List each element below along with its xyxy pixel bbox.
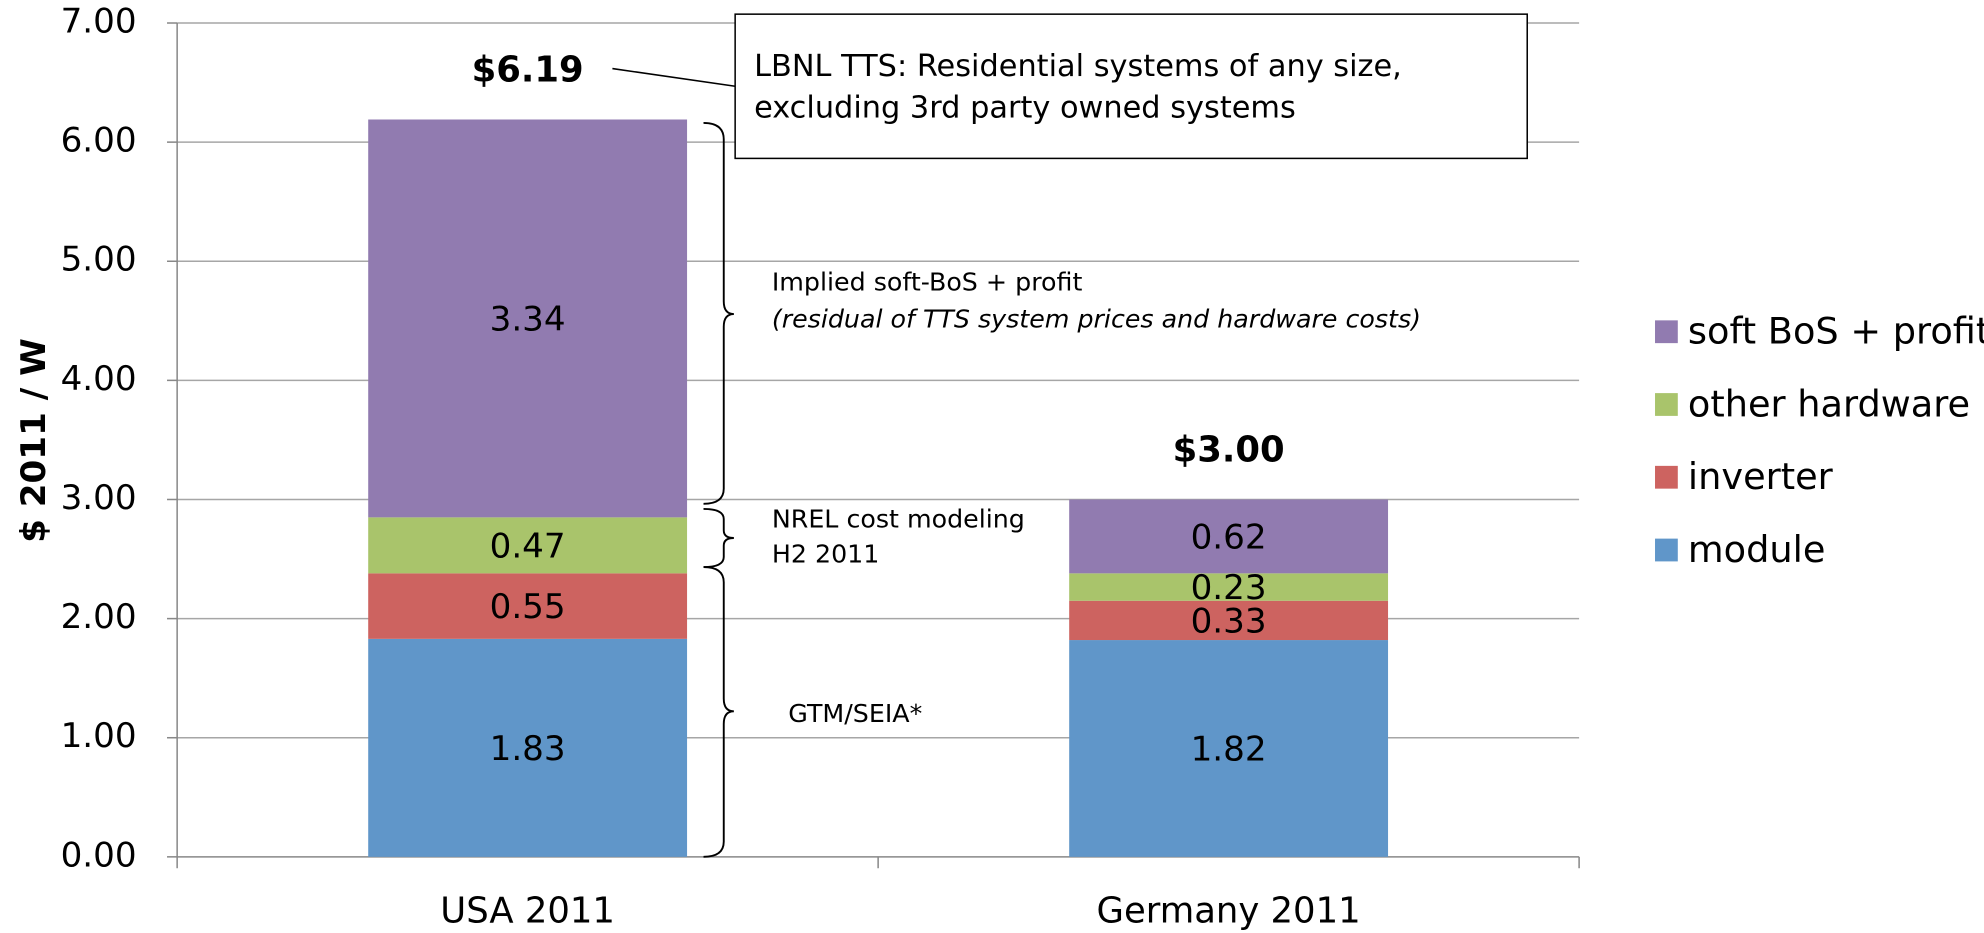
data-label: 3.34 [490,299,566,339]
annotation: GTM/SEIA* [788,699,922,728]
brace [703,507,734,569]
x-tick-label: USA 2011 [440,891,615,932]
y-tick-label: 6.00 [61,121,137,161]
bar-segment [1069,640,1389,857]
legend-label: other hardware [1688,382,1970,425]
legend-swatch [1655,393,1678,416]
bar-segment [368,573,688,639]
bar-segment [1069,600,1389,641]
callout-box [734,13,1528,160]
bars [368,119,1389,857]
data-label: 0.23 [1191,568,1267,608]
x-tick-label: Germany 2011 [1097,891,1361,932]
total-label: $6.19 [472,49,584,90]
bar-segment [1069,573,1389,601]
y-tick-label: 7.00 [61,2,137,42]
legend-label: module [1688,528,1826,571]
annotation: (residual of TTS system prices and hardw… [772,304,1421,333]
annotation: NREL cost modeling [772,504,1025,533]
brace [703,566,734,858]
y-tick-label: 5.00 [61,240,137,280]
y-tick-label: 1.00 [61,716,137,756]
brace [703,122,734,505]
y-tick-label: 2.00 [61,597,137,637]
legend: module inverter other hardware soft BoS + p… [1655,310,1984,571]
legend-label: inverter [1688,455,1834,498]
callout-line [612,67,736,88]
y-tick-label: 3.00 [61,478,137,518]
bar-segment [368,119,688,518]
data-label: 1.82 [1191,729,1267,769]
labels: 0.00 1.00 2.00 3.00 4.00 5.00 6.00 7.00 USA 2011… [61,2,1361,932]
y-axis-label: $ 2011 / W [14,338,54,543]
data-label: 0.47 [490,526,566,566]
total-label: $3.00 [1173,429,1285,470]
data-label: 0.55 [490,587,566,627]
data-label: 1.83 [490,729,566,769]
callout-text: LBNL TTS: Residential systems of any siz… [754,49,1402,84]
annotation: H2 2011 [772,540,880,569]
callout-text: excluding 3rd party owned systems [754,91,1296,126]
data-label: 0.62 [1191,517,1267,557]
legend-swatch [1655,465,1678,489]
data-label: 0.33 [1191,601,1267,641]
legend-label: soft BoS + profit [1688,310,1984,353]
y-tick-label: 4.00 [61,359,137,399]
legend-swatch [1655,320,1678,344]
y-tick-label: 0.00 [61,835,137,875]
legend-swatch [1655,538,1678,562]
bar-segment [368,638,688,857]
bar-segment [1069,499,1389,574]
annotation: Implied soft-BoS + profit [772,268,1083,297]
bar-segment [368,517,688,574]
